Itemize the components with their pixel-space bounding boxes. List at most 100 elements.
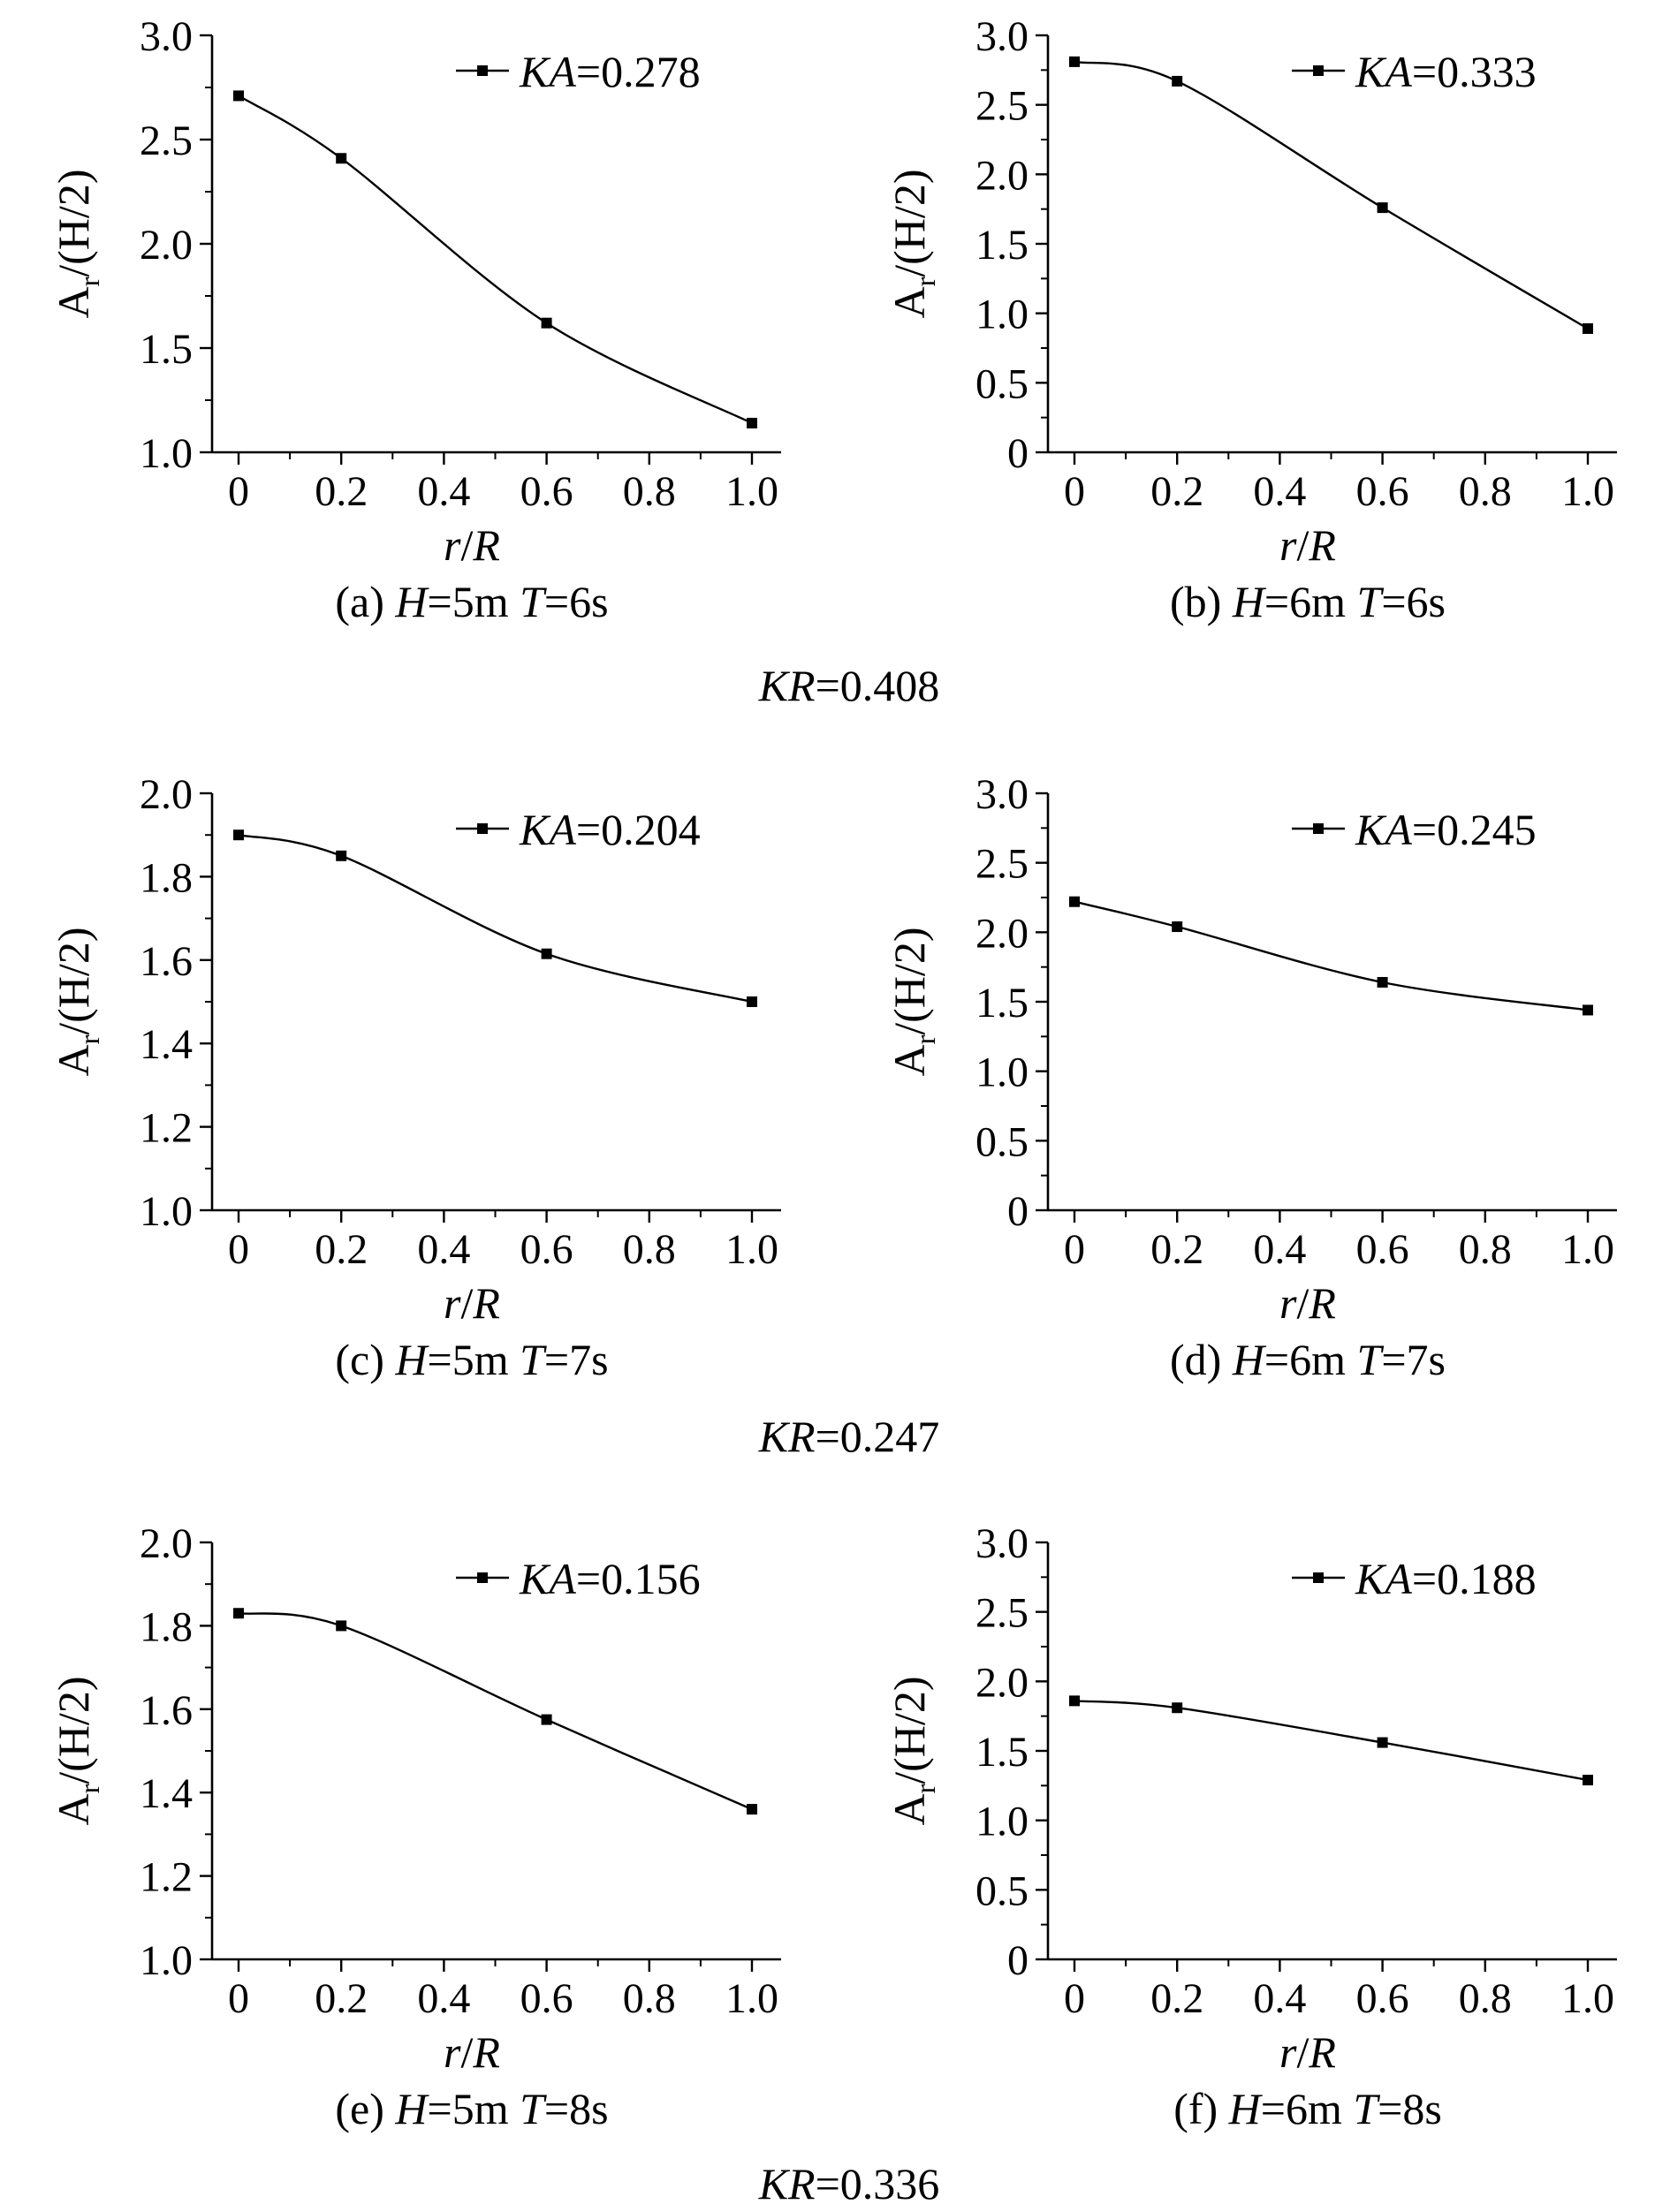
x-tick-label: 0.8 (623, 1975, 676, 2022)
x-tick-label: 0.2 (315, 1975, 368, 2022)
y-tick-label: 1.5 (140, 326, 193, 373)
x-tick-label: 0.6 (520, 1226, 573, 1273)
x-tick-label: 0 (1064, 468, 1085, 515)
y-axis-label: Ar/(H/2) (49, 928, 105, 1077)
chart-panel-c: 1.0 1.2 1.4 1.6 1.8 2.0 0 0.2 0.4 0.6 0.8 1.0 Ar/(H/… (49, 771, 781, 1384)
data-point (336, 850, 347, 861)
y-tick-label: 1.0 (975, 1049, 1029, 1096)
legend-label: KA=0.204 (519, 805, 701, 854)
y-tick-label: 2.0 (140, 771, 193, 818)
y-tick-label: 1.8 (140, 1603, 193, 1650)
y-tick-label: 0.5 (975, 360, 1029, 407)
data-point (747, 996, 757, 1007)
x-tick-label: 1.0 (1561, 1975, 1614, 2022)
data-point (1583, 1775, 1593, 1786)
legend-marker (1313, 65, 1324, 76)
legend-label: KA=0.156 (519, 1554, 701, 1603)
y-tick-label: 0 (1007, 1188, 1029, 1235)
y-tick-label: 0.5 (975, 1118, 1029, 1165)
y-tick-label: 1.8 (140, 854, 193, 901)
x-axis-label: r/R (444, 1278, 500, 1328)
y-axis-label: Ar/(H/2) (49, 170, 105, 319)
data-point (747, 417, 757, 428)
x-tick-label: 0.8 (1459, 1975, 1512, 2022)
legend-marker (477, 1572, 488, 1583)
panel-caption: (f) H=6m T=8s (1173, 2084, 1442, 2133)
x-tick-label: 0.6 (1356, 1226, 1409, 1273)
x-tick-label: 0 (1064, 1975, 1085, 2022)
x-tick-label: 0.2 (315, 1226, 368, 1273)
y-tick-label: 1.2 (140, 1105, 193, 1152)
data-point (1172, 1702, 1183, 1714)
x-axis-label: r/R (1279, 1278, 1336, 1328)
x-tick-label: 0 (228, 1226, 249, 1273)
y-tick-label: 2.5 (975, 841, 1029, 888)
x-tick-label: 0.4 (1253, 1975, 1306, 2022)
legend-label: KA=0.188 (1355, 1554, 1537, 1603)
legend-marker (1313, 1572, 1324, 1583)
data-point (1377, 976, 1388, 988)
data-point (1583, 1004, 1593, 1016)
y-tick-label: 2.0 (140, 222, 193, 269)
legend-marker (477, 823, 488, 834)
y-tick-label: 3.0 (975, 771, 1029, 818)
x-tick-label: 0.6 (1356, 1975, 1409, 2022)
y-tick-label: 2.5 (140, 117, 193, 164)
x-axis-label: r/R (444, 2027, 500, 2077)
data-point (747, 1804, 757, 1815)
x-tick-label: 0.4 (417, 1975, 470, 2022)
data-point (1583, 322, 1593, 334)
y-tick-label: 1.6 (140, 938, 193, 985)
legend-label: KA=0.245 (1355, 805, 1537, 854)
panel-caption: (a) H=5m T=6s (335, 577, 608, 626)
y-tick-label: 2.0 (975, 152, 1029, 199)
y-tick-label: 1.0 (975, 292, 1029, 338)
x-tick-label: 0.6 (1356, 468, 1409, 515)
x-tick-label: 0.6 (520, 468, 573, 515)
y-tick-label: 2.0 (975, 910, 1029, 957)
y-tick-label: 1.6 (140, 1687, 193, 1734)
x-tick-label: 0 (1064, 1226, 1085, 1273)
series-line (238, 95, 753, 425)
data-point (1069, 896, 1080, 907)
x-tick-label: 1.0 (725, 1975, 778, 2022)
data-point (233, 830, 244, 841)
panel-caption: (c) H=5m T=7s (335, 1335, 608, 1384)
x-tick-label: 0.2 (1150, 1226, 1203, 1273)
x-tick-label: 0.4 (1253, 1226, 1306, 1273)
group-label-kr: KR=0.336 (758, 2159, 940, 2208)
y-tick-label: 0 (1007, 1937, 1029, 1984)
y-tick-label: 2.5 (975, 1590, 1029, 1637)
x-tick-label: 1.0 (1561, 468, 1614, 515)
series-line (1074, 60, 1589, 330)
group-label-kr: KR=0.408 (758, 661, 940, 710)
data-point (1172, 921, 1183, 933)
legend-marker (1313, 823, 1324, 834)
chart-panel-d: 0 0.5 1.0 1.5 2.0 2.5 3.0 0 0.2 0.4 0.6 0.8 1.0 Ar/(H… (884, 771, 1617, 1384)
series-line (1074, 900, 1589, 1011)
y-axis-label: Ar/(H/2) (49, 1677, 105, 1826)
x-tick-label: 0.2 (1150, 468, 1203, 515)
y-tick-label: 1.5 (975, 980, 1029, 1026)
x-tick-label: 1.0 (1561, 1226, 1614, 1273)
y-tick-label: 0 (1007, 430, 1029, 477)
legend-marker (477, 65, 488, 76)
panel-caption: (b) H=6m T=6s (1170, 577, 1446, 626)
y-axis-label: Ar/(H/2) (884, 928, 941, 1077)
y-tick-label: 3.0 (975, 13, 1029, 60)
y-tick-label: 3.0 (140, 13, 193, 60)
legend-label: KA=0.333 (1355, 47, 1537, 96)
x-tick-label: 0 (228, 1975, 249, 2022)
data-point (233, 1608, 244, 1619)
y-tick-label: 1.5 (975, 1729, 1029, 1776)
data-point (541, 317, 552, 329)
series-line (238, 1612, 753, 1811)
chart-panel-f: 0 0.5 1.0 1.5 2.0 2.5 3.0 0 0.2 0.4 0.6 0.8 1.0 Ar/(H… (884, 1520, 1617, 2133)
data-point (233, 90, 244, 102)
y-tick-label: 0.5 (975, 1867, 1029, 1914)
y-axis-label: Ar/(H/2) (884, 170, 941, 319)
y-tick-label: 3.0 (975, 1520, 1029, 1567)
legend-label: KA=0.278 (519, 47, 701, 96)
y-tick-label: 1.0 (140, 430, 193, 477)
x-tick-label: 0.2 (1150, 1975, 1203, 2022)
